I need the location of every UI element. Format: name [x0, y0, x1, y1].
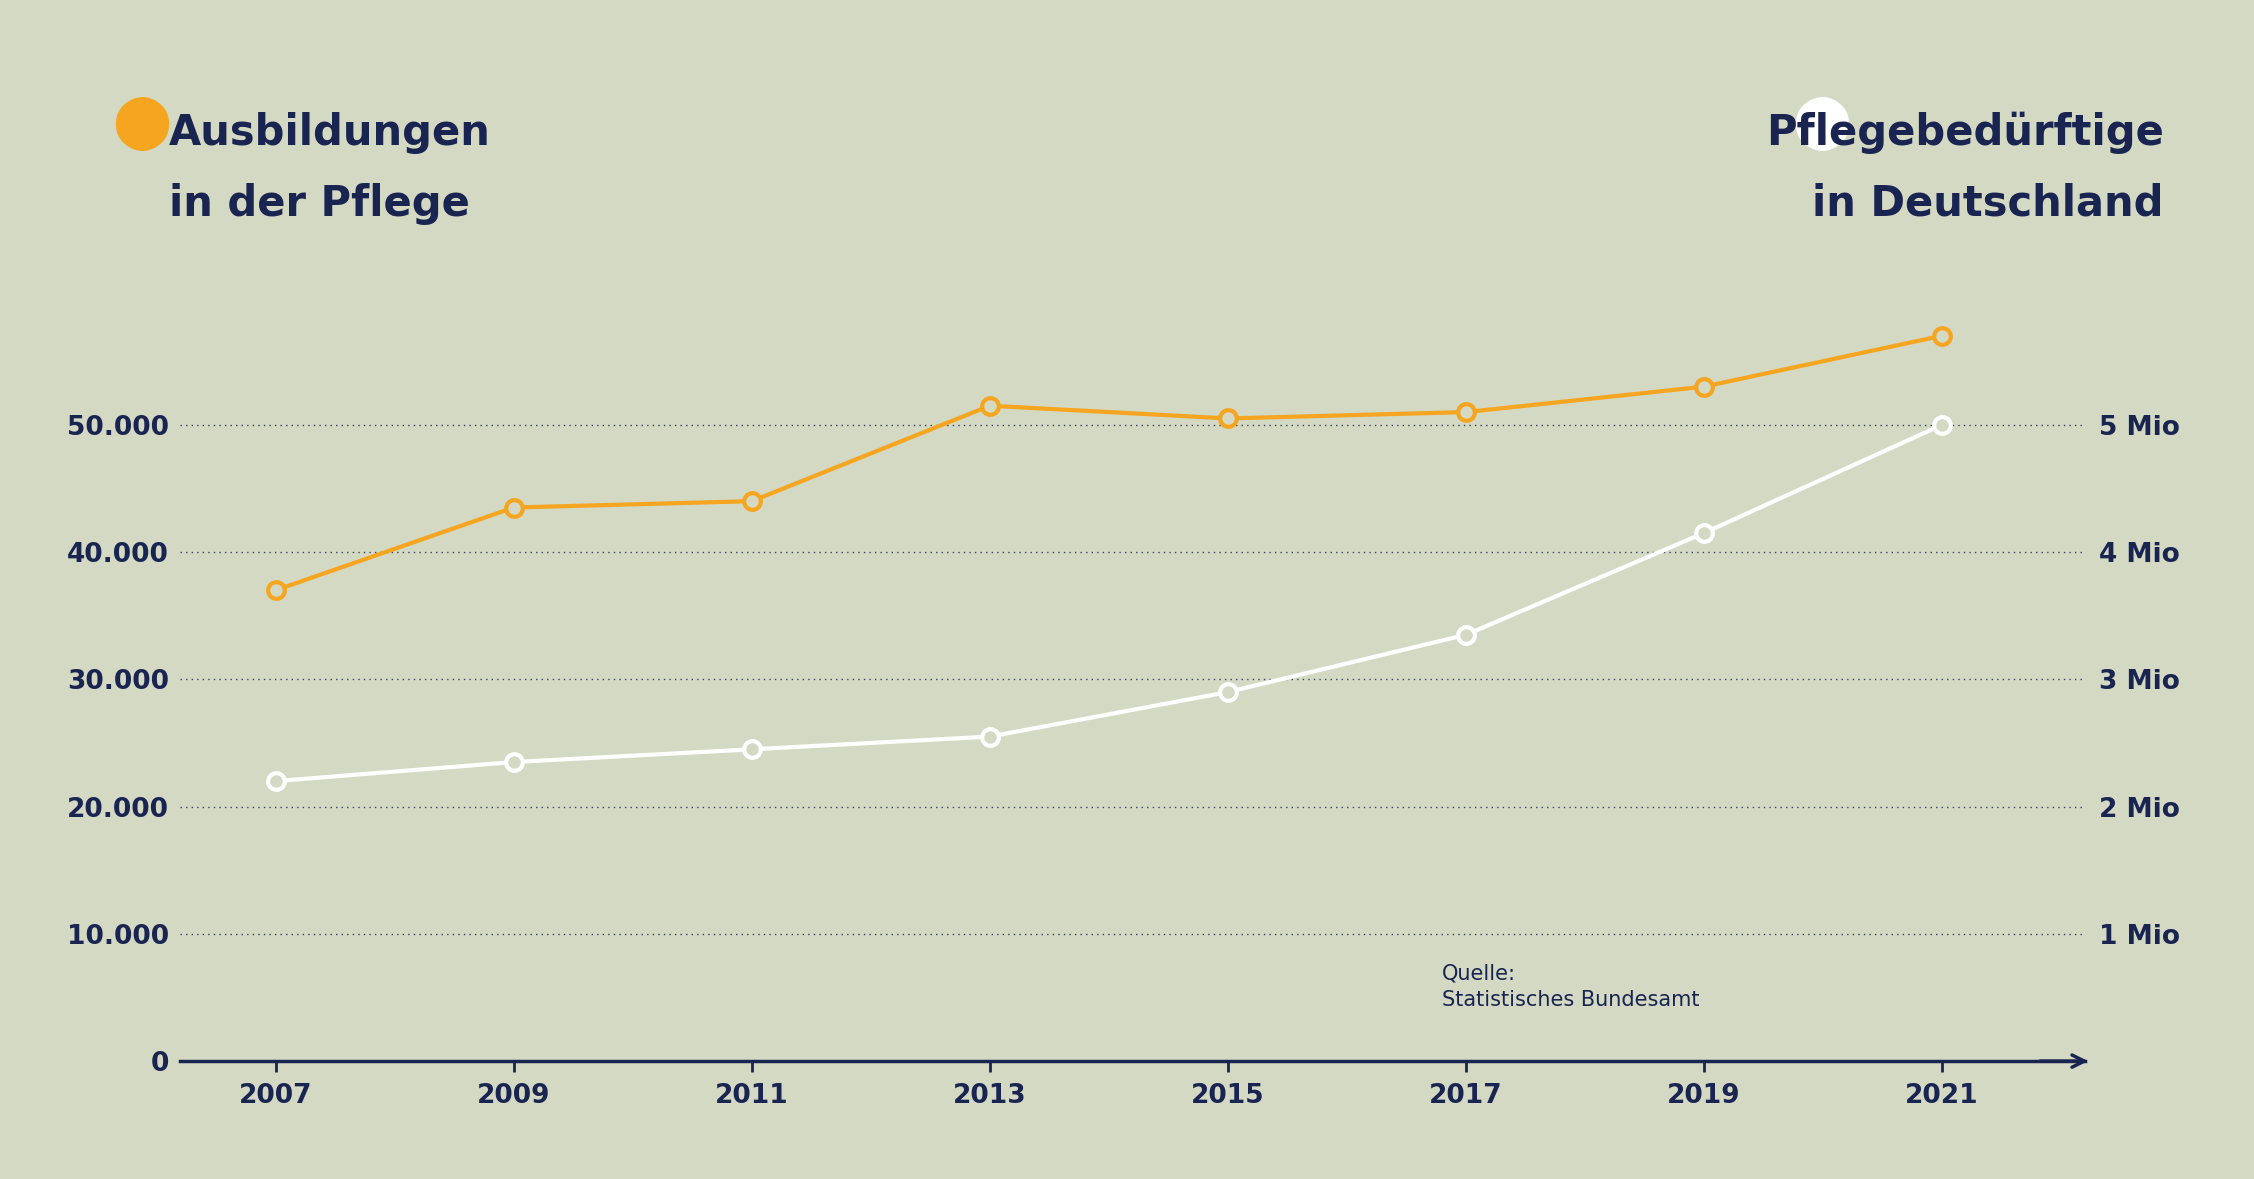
Text: in Deutschland: in Deutschland [1812, 183, 2164, 225]
Text: in der Pflege: in der Pflege [169, 183, 469, 225]
Text: Ausbildungen: Ausbildungen [169, 112, 491, 154]
Text: ⬤: ⬤ [1792, 97, 1851, 151]
Text: ⬤: ⬤ [113, 97, 171, 151]
Text: Pflegebedürftige: Pflegebedürftige [1765, 112, 2164, 154]
Text: Quelle:
Statistisches Bundesamt: Quelle: Statistisches Bundesamt [1443, 963, 1700, 1010]
